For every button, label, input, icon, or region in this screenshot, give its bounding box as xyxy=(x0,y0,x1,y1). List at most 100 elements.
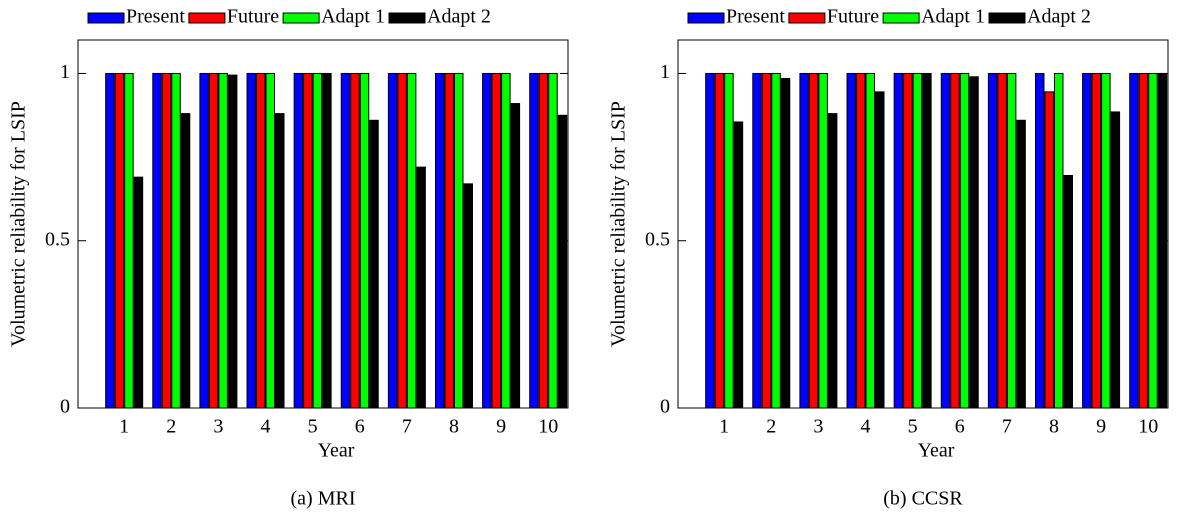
bar xyxy=(799,72,809,409)
chart: 1 2 3 4 5 6 7 8 9 10 0 0.5 1 Year Volumetric reliabili… xyxy=(8,6,569,510)
caption: (a) MRI xyxy=(291,488,356,510)
bar xyxy=(133,176,144,409)
bar xyxy=(453,72,464,409)
bar xyxy=(856,72,866,409)
bar xyxy=(152,72,162,409)
bar xyxy=(922,72,932,409)
bar xyxy=(105,72,115,409)
bar xyxy=(827,113,838,409)
legend-swatch xyxy=(687,12,725,24)
bar xyxy=(557,114,568,409)
x-tick-label: 7 xyxy=(402,416,412,438)
y-tick-label: 0.5 xyxy=(45,228,70,250)
bar xyxy=(724,72,734,409)
y-tick-label: 0.5 xyxy=(645,228,670,250)
x-tick-label: 3 xyxy=(213,416,223,438)
legend-label: Adapt 2 xyxy=(1027,6,1091,28)
x-tick-label: 5 xyxy=(308,416,318,438)
bar xyxy=(1053,72,1064,409)
legend-swatch xyxy=(788,12,826,24)
bar xyxy=(893,72,904,409)
bar xyxy=(1063,174,1073,409)
chart: 1 2 3 4 5 6 7 8 9 10 0 0.5 1 Year Volumetric reliabili… xyxy=(608,6,1169,510)
bar xyxy=(771,72,781,409)
x-axis-label: Year xyxy=(318,440,355,462)
x-tick-label: 1 xyxy=(719,416,729,438)
bar xyxy=(1110,111,1121,409)
bar xyxy=(780,77,791,409)
bar xyxy=(1044,91,1054,409)
x-tick-label: 2 xyxy=(166,416,176,438)
bar xyxy=(303,72,313,409)
bar xyxy=(818,72,828,409)
y-tick-label: 0 xyxy=(660,396,670,418)
bar xyxy=(416,166,426,409)
bar xyxy=(714,72,725,409)
bar xyxy=(406,72,417,409)
legend-label: Adapt 1 xyxy=(321,6,385,28)
y-tick-label: 1 xyxy=(60,61,70,83)
bar xyxy=(491,72,502,409)
bar xyxy=(359,72,370,409)
bar xyxy=(808,72,819,409)
plot-frame xyxy=(77,39,569,409)
x-axis-label: Year xyxy=(918,440,955,462)
x-tick-label: 9 xyxy=(1096,416,1106,438)
caption: (b) CCSR xyxy=(883,488,963,510)
bar xyxy=(199,72,209,409)
bar xyxy=(903,72,913,409)
bar xyxy=(208,72,219,409)
legend-swatch xyxy=(87,12,125,24)
bar xyxy=(114,72,125,409)
bar xyxy=(180,113,191,409)
bar xyxy=(463,183,473,409)
y-axis-label: Volumetric reliability for LSIP xyxy=(8,101,30,347)
x-tick-label: 2 xyxy=(766,416,776,438)
bar xyxy=(256,72,266,409)
bar xyxy=(312,72,323,409)
legend-label: Future xyxy=(227,6,279,28)
legend-label: Present xyxy=(126,6,185,28)
bar xyxy=(369,119,379,409)
bar xyxy=(124,72,134,409)
x-tick-label: 8 xyxy=(449,416,459,438)
bar xyxy=(340,72,351,409)
x-tick-label: 8 xyxy=(1049,416,1059,438)
bar xyxy=(846,72,857,409)
x-tick-label: 7 xyxy=(1002,416,1012,438)
bar xyxy=(1148,72,1158,409)
bar xyxy=(171,72,181,409)
bar xyxy=(1006,72,1017,409)
bar xyxy=(161,72,172,409)
bar xyxy=(218,72,228,409)
bar xyxy=(1082,72,1092,409)
x-tick-label: 3 xyxy=(813,416,823,438)
legend-label: Future xyxy=(827,6,879,28)
x-tick-label: 10 xyxy=(538,416,558,438)
bar xyxy=(1034,72,1045,409)
bar xyxy=(482,72,492,409)
bar xyxy=(912,72,923,409)
legend-swatch xyxy=(282,12,320,24)
bar xyxy=(387,72,398,409)
legend-label: Adapt 1 xyxy=(921,6,985,28)
bar xyxy=(733,121,744,409)
bar xyxy=(997,72,1007,409)
y-tick-label: 1 xyxy=(660,61,670,83)
legend-swatch xyxy=(188,12,226,24)
bar xyxy=(397,72,407,409)
x-tick-label: 4 xyxy=(861,416,871,438)
bar xyxy=(1101,72,1111,409)
plot-frame xyxy=(677,39,1169,409)
x-tick-label: 6 xyxy=(355,416,365,438)
bar xyxy=(1138,72,1149,409)
bar xyxy=(865,72,876,409)
bar xyxy=(350,72,360,409)
bar xyxy=(1129,72,1139,409)
y-axis-label: Volumetric reliability for LSIP xyxy=(608,101,630,347)
bar xyxy=(761,72,772,409)
bar xyxy=(752,72,762,409)
bar xyxy=(950,72,960,409)
